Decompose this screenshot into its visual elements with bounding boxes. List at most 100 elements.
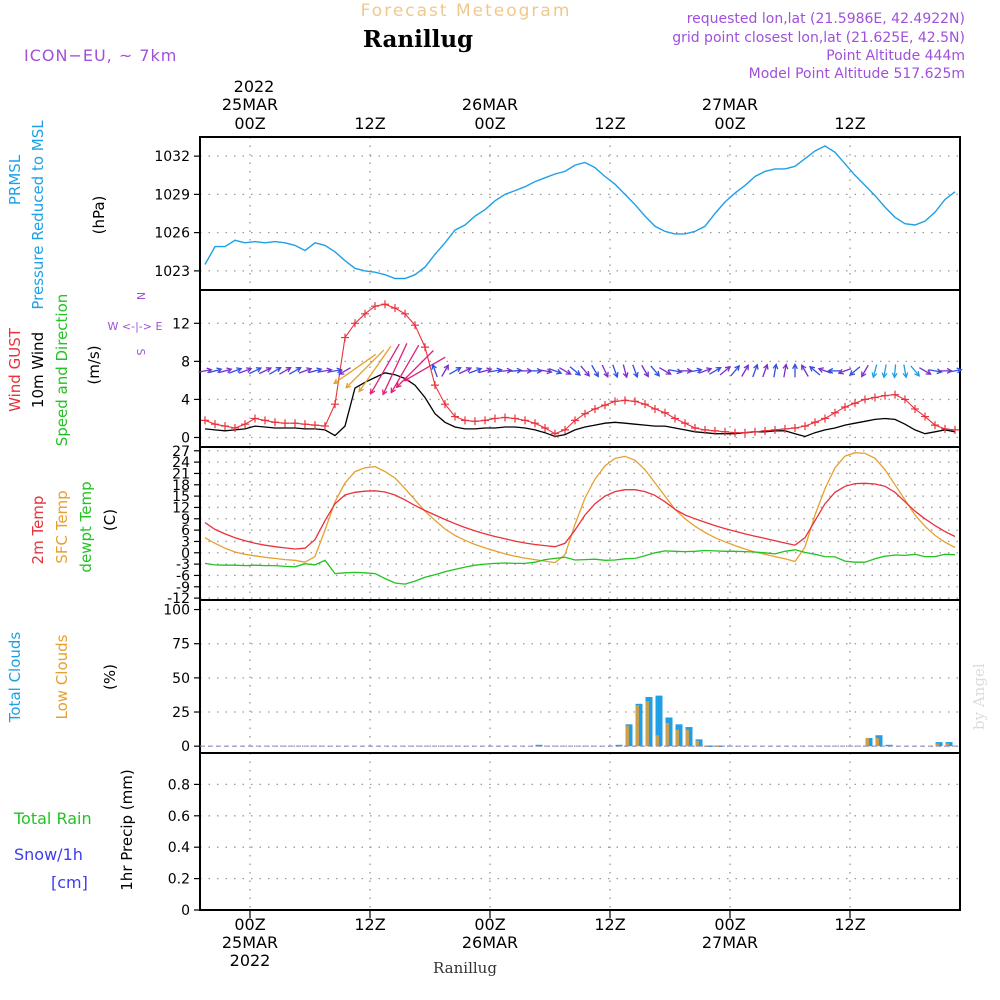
gust-marker [401,309,409,318]
gust-marker [551,429,559,438]
gust-marker [751,427,759,436]
gust-marker [951,425,959,434]
gust-marker [331,400,339,409]
y-tick-label: 0 [181,546,190,562]
wind-direction-arrow [659,367,672,375]
gust-marker [541,423,549,432]
wind-direction-arrow [345,349,385,389]
gust-marker [851,399,859,408]
gust-marker [471,417,479,426]
wind-direction-arrow [948,367,963,374]
credit-watermark: by Angel [970,663,988,730]
panel-frame [199,752,961,911]
low-cloud-bar [935,743,939,747]
footer-station: Ranillug [433,959,497,977]
gust-marker [241,420,249,429]
model-name: ICON−EU, ~ 7km [24,46,177,65]
wind-direction-arrow [298,367,313,374]
wind-direction-arrow [668,368,683,375]
top-time-label: 00Z [234,114,265,133]
top-date-label: 26MAR [462,95,518,114]
wind-direction-arrow [808,365,821,376]
wind-direction-arrow [919,367,932,375]
bottom-time-label: 00Z [474,915,505,934]
compass-north: N [134,292,147,300]
total-cloud-bar [615,744,623,747]
wind-direction-arrow [269,366,282,375]
gust-marker [411,321,419,330]
panel-frame [199,136,961,291]
low-cloud-bar [865,737,869,747]
low-cloud-bar [695,740,699,747]
y-tick-label: 0.8 [168,777,190,793]
low-cloud-bar [875,737,879,747]
compass-south: S [134,349,147,356]
wind-direction-arrow [538,368,553,375]
wind-direction-arrow [333,353,377,385]
gust-marker [841,403,849,412]
y-tick-label: 24 [172,455,190,471]
top-time-label: 00Z [474,114,505,133]
y-tick-label: 15 [172,489,190,505]
wind-direction-arrow [449,366,462,375]
model-altitude: Model Point Altitude 517.625m [749,66,965,82]
snow-label: Snow/1h [14,845,83,864]
total-cloud-bar [655,695,663,747]
wind-direction-arrow [390,344,420,394]
gust-marker [621,396,629,405]
bottom-time-label: 00Z [714,915,745,934]
wind-direction-arrow [528,367,543,374]
wind-direction-arrow [741,364,749,377]
gust-marker [421,343,429,352]
gust-marker [511,414,519,423]
dewpt-temp-line [204,549,956,585]
wind-direction-arrow [902,364,909,379]
wind-direction-arrow [198,367,213,374]
total-clouds-label: Total Clouds [6,632,24,724]
gust-marker [311,421,319,430]
gust-marker [501,413,509,422]
gust-marker [661,408,669,417]
gust-marker [891,390,899,399]
bottom-date-label: 25MAR [222,933,278,952]
gust-marker [571,416,579,425]
wind-direction-arrow [218,367,233,374]
gust-marker [271,418,279,427]
gust-marker [731,428,739,437]
total-cloud-bar [885,744,893,747]
gust-marker [481,416,489,425]
gust-marker [351,319,359,328]
wind-direction-arrow [395,350,434,389]
t2m-label: 2m Temp [29,496,47,565]
y-tick-label: 21 [172,466,190,482]
gust-marker [601,401,609,410]
gust-marker [721,427,729,436]
cloud-unit: (%) [101,664,119,690]
panel-frame [199,599,961,754]
wind-direction-arrow [928,368,943,375]
y-tick-label: 0.6 [168,809,190,825]
y-tick-label: 100 [163,603,190,619]
station-title: Ranillug [363,26,473,53]
y-tick-label: 4 [181,392,190,408]
wind-direction-arrow [569,366,582,376]
wind-direction-arrow [431,363,438,378]
wind-direction-arrow [719,365,732,376]
gust-marker [231,423,239,432]
wind-direction-arrow [730,364,741,377]
top-date-label: 27MAR [702,95,758,114]
wind-direction-arrow [591,364,599,378]
gust-marker [821,414,829,423]
snow-unit-label: [cm] [51,873,88,892]
gust-marker [671,414,679,423]
wind-direction-arrow [248,367,263,375]
wind-direction-arrow [289,366,302,375]
gust-marker [201,416,209,425]
gust-marker [811,418,819,427]
gust-marker [761,426,769,435]
gust-marker [381,300,389,309]
wind-direction-arrow [837,368,852,375]
y-tick-label: 3 [181,534,190,550]
wind-direction-arrow [881,364,888,379]
